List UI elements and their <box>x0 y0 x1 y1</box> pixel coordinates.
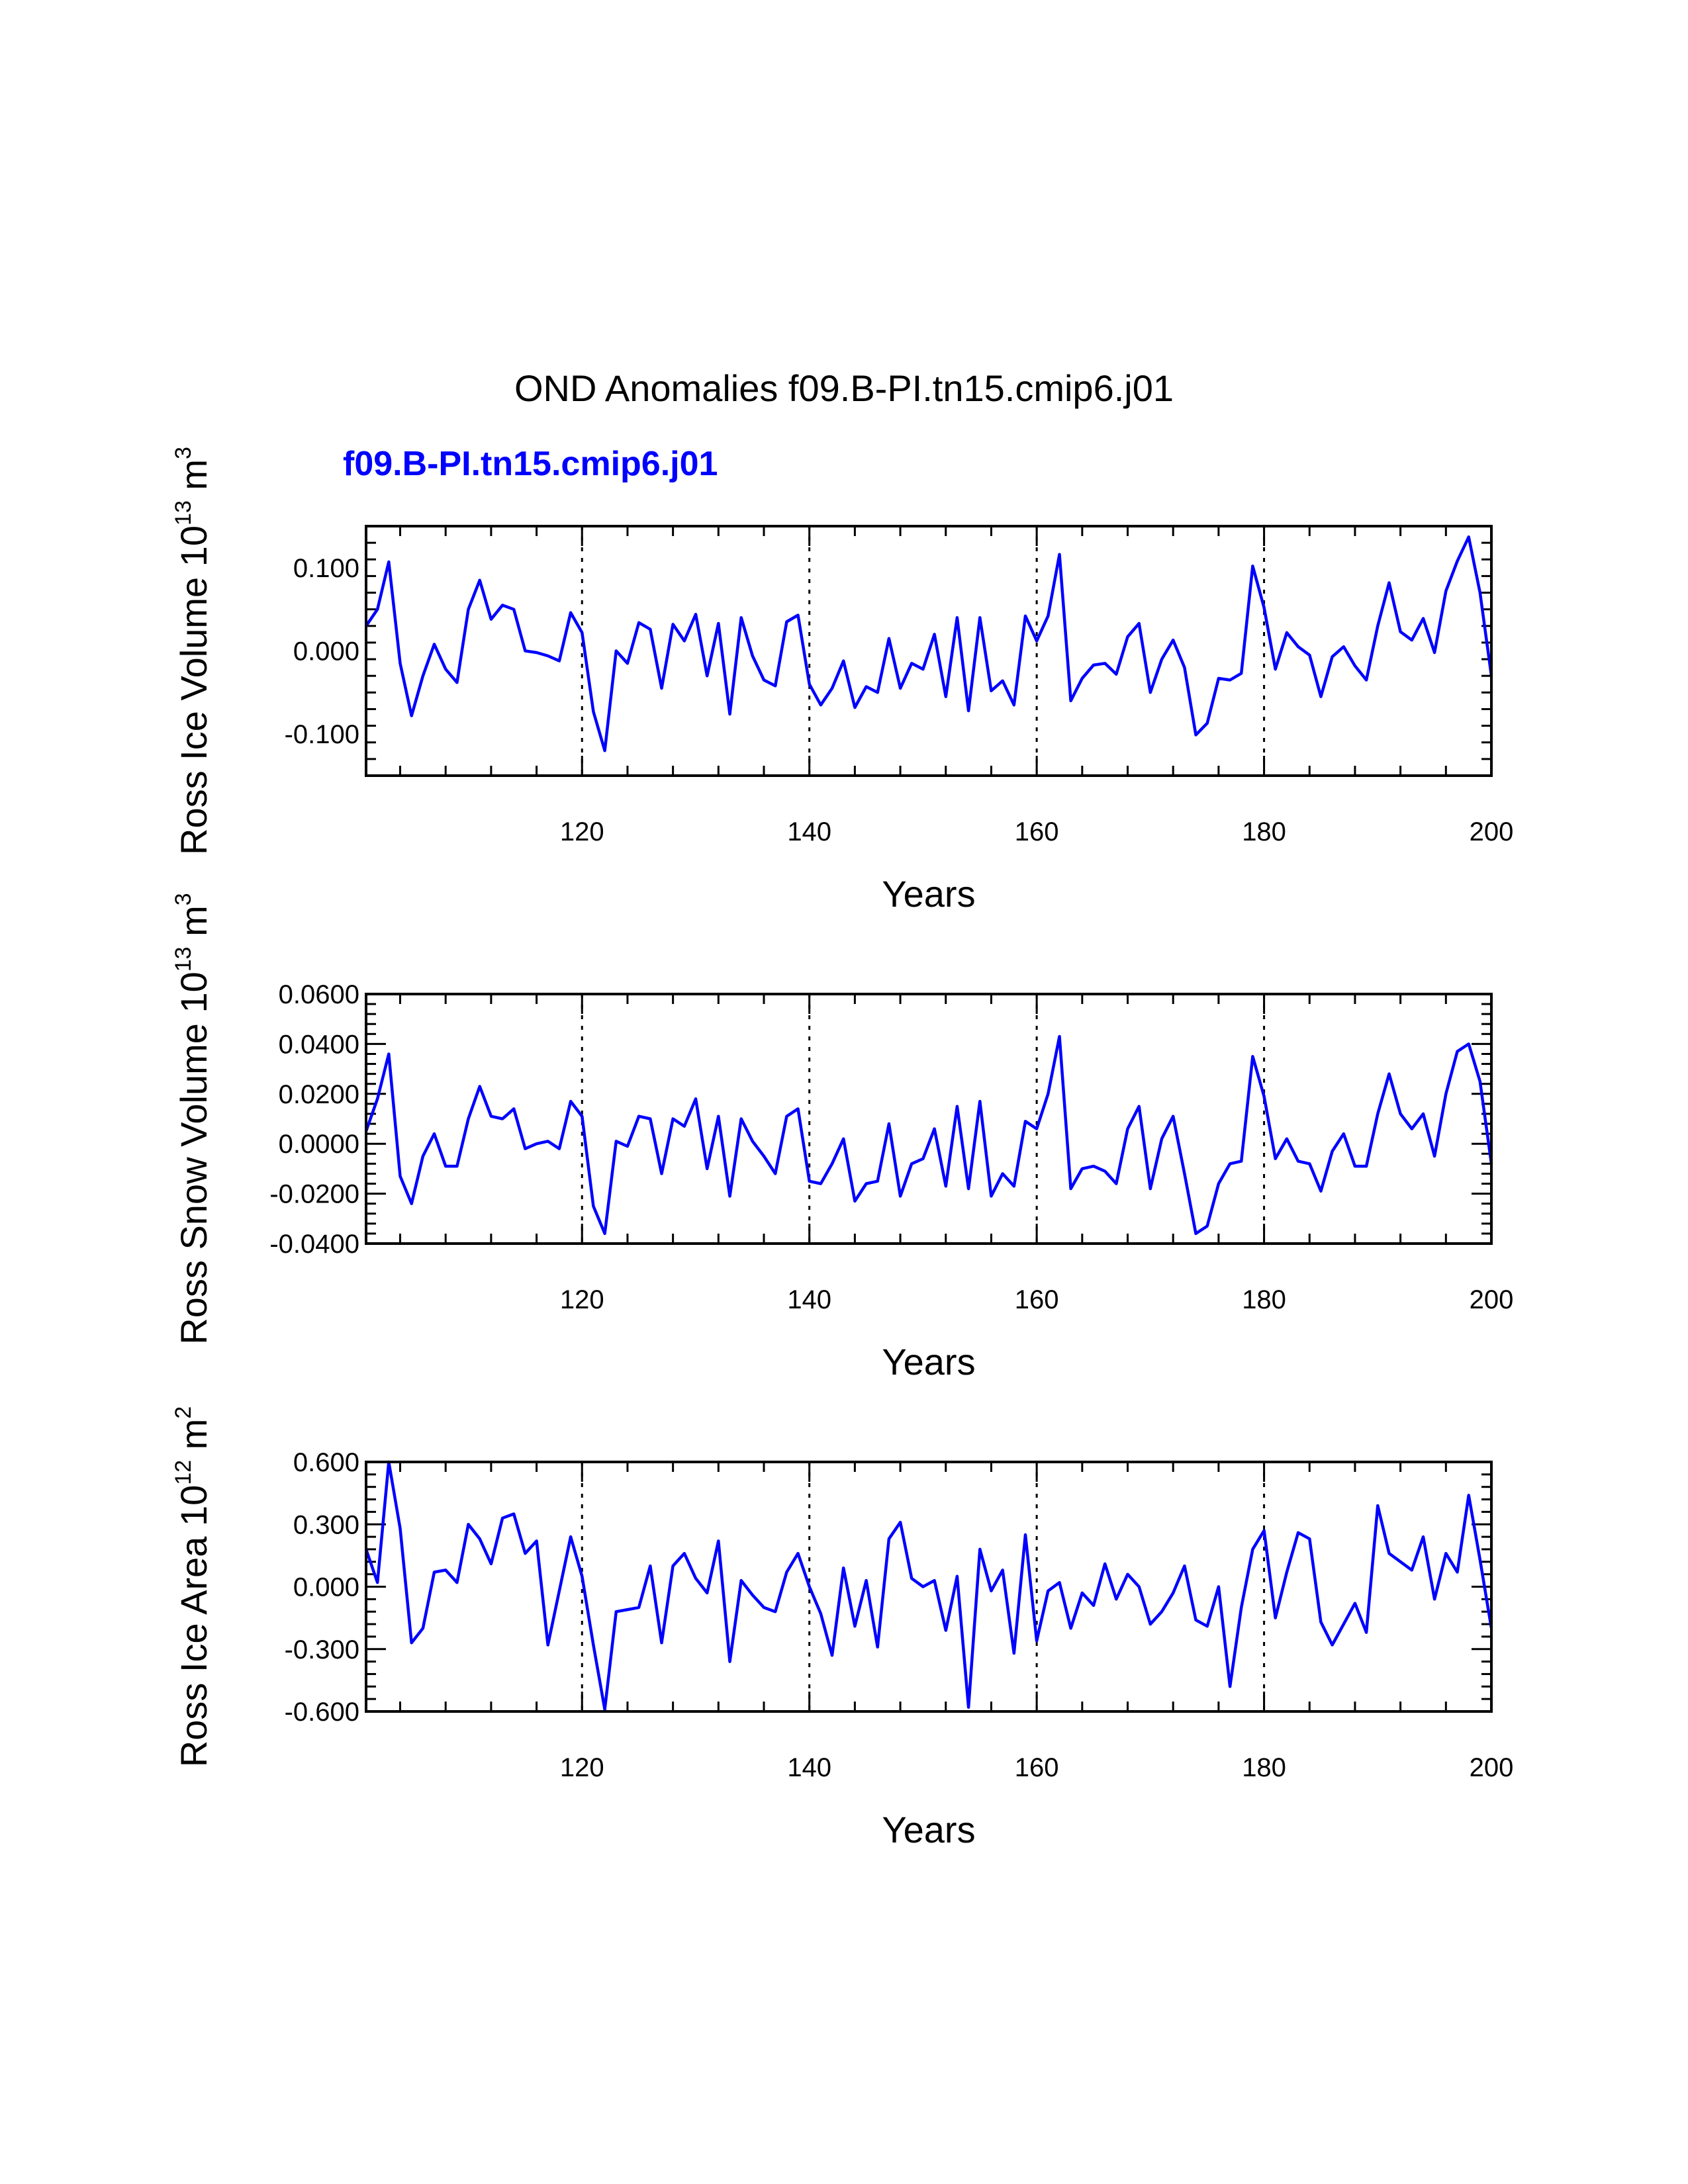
x-tick-label-120: 120 <box>560 1753 604 1782</box>
y-tick-label: -0.0200 <box>269 1180 359 1209</box>
y-tick-label: 0.0200 <box>279 1080 359 1109</box>
panel-2: 120 140 160 180 200 -0.0400 -0.0200 0.0000 0.020… <box>171 893 1513 1383</box>
y-axis-title-part: 3 <box>171 893 196 905</box>
y-tick-label: 0.000 <box>293 1573 359 1602</box>
x-tick-label-140: 140 <box>787 1753 831 1782</box>
y-axis-title: Ross Ice Area 1012 m2 <box>171 1406 214 1767</box>
panels: 120 140 160 180 200 -0.100 0.000 0.100 Years Ross… <box>171 447 1513 1850</box>
y-tick-label: 0.0400 <box>279 1030 359 1059</box>
data-series-line <box>364 1460 1493 1711</box>
y-tick-label: -0.600 <box>285 1698 359 1727</box>
y-tick-label: -0.100 <box>285 720 359 749</box>
data-series-line <box>364 1034 1493 1236</box>
x-tick-label-140: 140 <box>787 1285 831 1314</box>
panel-1: 120 140 160 180 200 -0.100 0.000 0.100 Years Ross… <box>171 447 1513 915</box>
x-tick-label-120: 120 <box>560 1285 604 1314</box>
x-tick-label-160: 160 <box>1015 1285 1059 1314</box>
x-tick-label-160: 160 <box>1015 817 1059 846</box>
y-axis-title-part: Ross Ice Area 10 <box>173 1485 214 1767</box>
y-axis-title-part: Ross Ice Volume 10 <box>173 525 214 855</box>
plot-frame <box>365 525 1493 777</box>
x-tick-label-200: 200 <box>1470 1753 1514 1782</box>
y-axis-title-part: m <box>173 459 214 500</box>
y-tick-label: -0.0400 <box>269 1230 359 1259</box>
x-tick-label-180: 180 <box>1242 1753 1286 1782</box>
y-axis-title-part: 3 <box>171 447 196 459</box>
x-axis-title: Years <box>882 873 975 915</box>
y-axis-title-part: 13 <box>171 946 196 972</box>
y-axis-title-part: Ross Snow Volume 10 <box>173 972 214 1344</box>
x-tick-label-120: 120 <box>560 817 604 846</box>
series-subtitle: f09.B-PI.tn15.cmip6.j01 <box>343 445 718 483</box>
panel-3: 120 140 160 180 200 -0.600 -0.300 0.000 0.300 0.6… <box>171 1406 1513 1850</box>
x-axis-title: Years <box>882 1341 975 1383</box>
y-axis-title-part: 2 <box>171 1406 196 1419</box>
y-tick-label: -0.300 <box>285 1635 359 1664</box>
data-series-line <box>365 535 1493 752</box>
y-axis-title-part: m <box>173 1419 214 1460</box>
x-tick-label-200: 200 <box>1470 1285 1514 1314</box>
main-title: OND Anomalies f09.B-PI.tn15.cmip6.j01 <box>514 367 1174 409</box>
plot-frame <box>365 1461 1493 1713</box>
y-axis-title-part: 13 <box>171 500 196 525</box>
y-tick-label: 0.300 <box>293 1510 359 1539</box>
y-axis-title-part: 12 <box>171 1460 196 1485</box>
y-tick-label: 0.600 <box>293 1448 359 1477</box>
y-tick-label: 0.0600 <box>279 980 359 1009</box>
y-axis-title: Ross Snow Volume 1013 m3 <box>171 893 214 1344</box>
plot-frame <box>365 993 1493 1245</box>
y-tick-label: 0.0000 <box>279 1130 359 1159</box>
x-tick-label-140: 140 <box>787 817 831 846</box>
y-axis-title-part: m <box>173 905 214 946</box>
y-tick-label: 0.000 <box>293 637 359 666</box>
y-axis-title: Ross Ice Volume 1013 m3 <box>171 447 214 855</box>
x-tick-label-180: 180 <box>1242 1285 1286 1314</box>
x-axis-title: Years <box>882 1809 975 1850</box>
x-tick-label-180: 180 <box>1242 817 1286 846</box>
y-tick-label: 0.100 <box>293 554 359 583</box>
x-tick-label-200: 200 <box>1470 817 1514 846</box>
x-tick-label-160: 160 <box>1015 1753 1059 1782</box>
